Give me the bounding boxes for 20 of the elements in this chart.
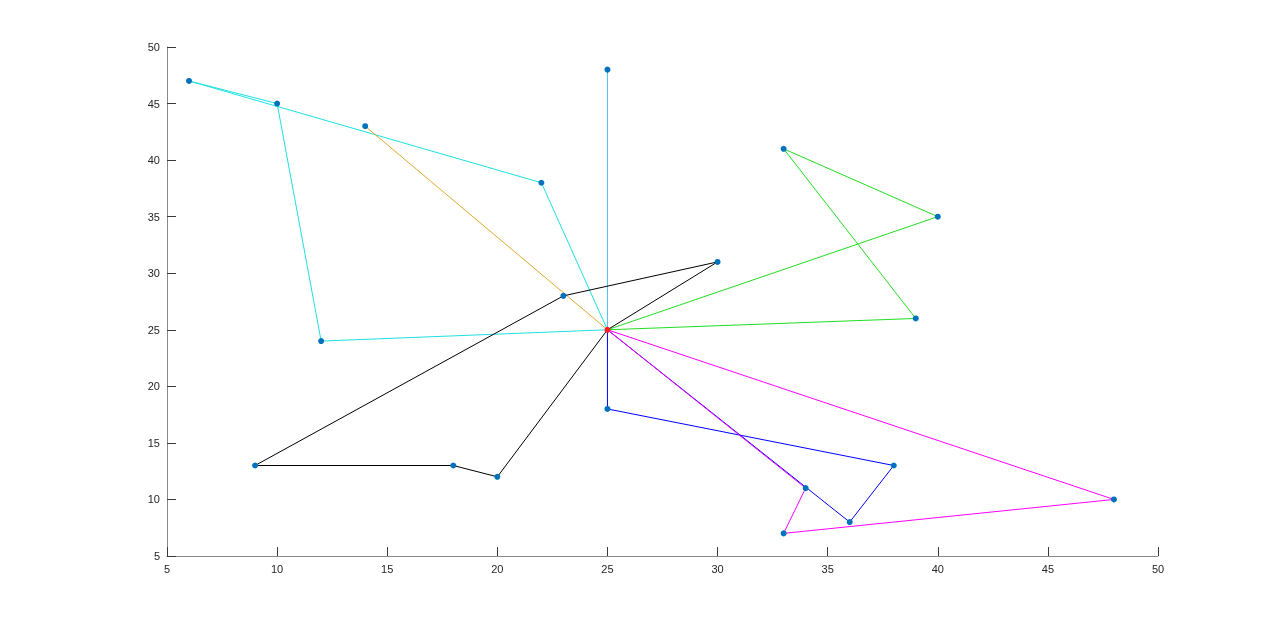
- y-tick-label: 15: [147, 436, 160, 449]
- x-tick-label: 25: [601, 562, 614, 575]
- x-tick-label: 45: [1041, 562, 1055, 575]
- x-tick-label: 10: [270, 562, 284, 575]
- y-tick-label: 50: [147, 41, 160, 53]
- x-tick-label: 50: [1151, 562, 1165, 575]
- y-tick-label: 45: [147, 97, 160, 110]
- x-tick-label: 20: [491, 562, 504, 575]
- y-tick-label: 10: [147, 493, 160, 506]
- y-tick-label: 35: [147, 210, 160, 223]
- y-tick-label: 30: [147, 267, 160, 280]
- y-tick-label: 40: [147, 154, 160, 167]
- x-tick-label: 40: [931, 562, 944, 575]
- x-tick-label: 5: [163, 562, 171, 575]
- y-tick-label: 5: [153, 550, 160, 562]
- y-tick-label: 25: [147, 323, 160, 336]
- x-tick-label: 30: [711, 562, 724, 575]
- x-tick-label: 35: [821, 562, 834, 575]
- y-tick-label: 20: [147, 380, 160, 393]
- x-tick-label: 15: [381, 562, 394, 575]
